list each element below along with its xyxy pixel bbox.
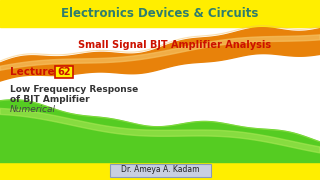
Text: of BJT Amplifier: of BJT Amplifier: [10, 94, 90, 103]
Bar: [0, 162, 320, 180]
Text: Small Signal BJT Amplifier Analysis: Small Signal BJT Amplifier Analysis: [78, 40, 272, 50]
Bar: [0, 0, 320, 27]
Text: Lecture: Lecture: [10, 67, 55, 77]
Bar: [55, 66, 73, 78]
FancyBboxPatch shape: [109, 163, 211, 177]
Text: Electronics Devices & Circuits: Electronics Devices & Circuits: [61, 7, 259, 20]
Text: 62: 62: [57, 67, 71, 77]
Text: Low Frequency Response: Low Frequency Response: [10, 84, 138, 93]
Text: Dr. Ameya A. Kadam: Dr. Ameya A. Kadam: [121, 165, 199, 174]
Text: Numerical: Numerical: [10, 105, 56, 114]
